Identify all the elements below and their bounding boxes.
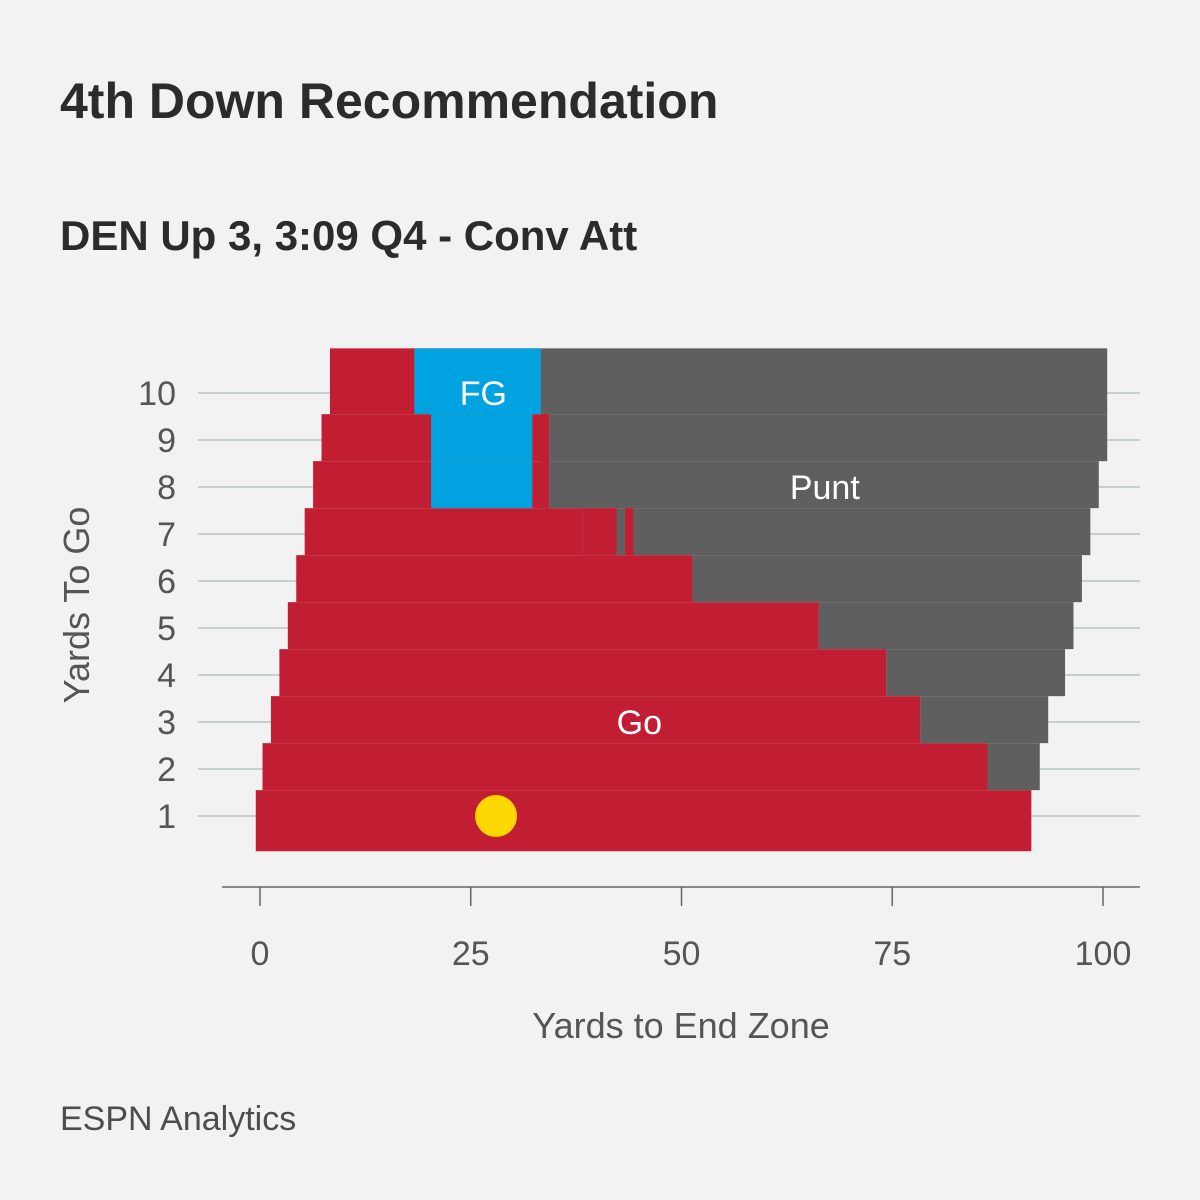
y-tick-label: 4 xyxy=(157,657,176,695)
go-region-cell xyxy=(625,508,634,556)
region-labels: FG Punt Go xyxy=(460,375,861,742)
x-tick-label: 100 xyxy=(1075,935,1132,973)
go-region-cell xyxy=(287,602,819,650)
punt-region-cell xyxy=(549,461,1099,509)
x-tick-label: 50 xyxy=(663,935,701,973)
y-tick-label: 9 xyxy=(157,422,176,460)
situation-marker-layer xyxy=(475,795,518,837)
source-credit: ESPN Analytics xyxy=(60,1100,297,1138)
y-tick-label: 10 xyxy=(138,375,176,413)
chart-title: 4th Down Recommendation xyxy=(60,73,719,129)
go-region-cell xyxy=(296,555,693,603)
y-tick-label: 3 xyxy=(157,704,176,742)
decision-regions xyxy=(255,348,1108,852)
chart-subtitle: DEN Up 3, 3:09 Q4 - Conv Att xyxy=(60,212,638,259)
go-region-cell xyxy=(279,649,887,697)
punt-region-cell xyxy=(886,649,1066,697)
region-label-fg: FG xyxy=(460,375,507,413)
y-tick-label: 7 xyxy=(157,516,176,554)
x-tick-label: 25 xyxy=(452,935,490,973)
punt-region-cell xyxy=(549,414,1108,462)
fg-region-cell xyxy=(431,461,533,509)
punt-region-cell xyxy=(582,508,1091,556)
go-region-cell xyxy=(304,508,583,556)
current-situation-marker xyxy=(475,795,518,837)
x-tick-label: 75 xyxy=(873,935,911,973)
punt-region-cell xyxy=(987,743,1040,791)
region-label-punt: Punt xyxy=(790,469,860,507)
y-tick-label: 1 xyxy=(157,798,176,836)
y-tick-label: 8 xyxy=(157,469,176,507)
y-tick-label: 2 xyxy=(157,751,176,789)
go-region-cell xyxy=(582,508,617,556)
fg-region-cell xyxy=(414,348,541,415)
go-region-cell xyxy=(540,414,550,509)
region-label-go: Go xyxy=(617,704,662,742)
go-region-cell xyxy=(262,743,988,791)
punt-region-cell xyxy=(540,348,1108,415)
go-region-cell xyxy=(255,790,1032,852)
y-tick-label: 6 xyxy=(157,563,176,601)
y-axis-label: Yards To Go xyxy=(56,507,97,704)
x-axis-label: Yards to End Zone xyxy=(532,1005,830,1046)
y-tick-label: 5 xyxy=(157,610,176,648)
fg-region-cell xyxy=(431,414,533,462)
punt-region-cell xyxy=(920,696,1049,744)
punt-region-cell xyxy=(818,602,1074,650)
x-tick-label: 0 xyxy=(251,935,270,973)
go-region-cell xyxy=(270,696,921,744)
punt-region-cell xyxy=(692,555,1082,603)
